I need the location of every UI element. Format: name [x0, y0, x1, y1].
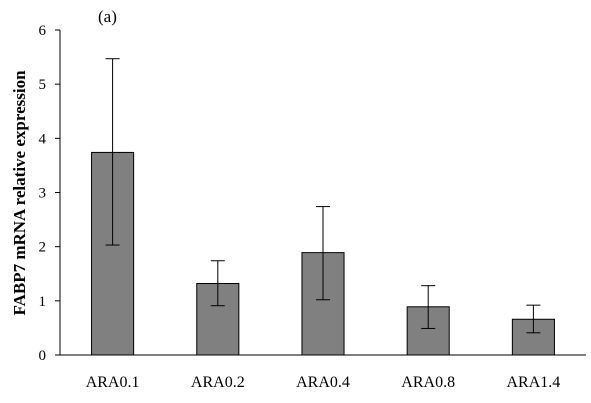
x-tick-label: ARA0.1	[86, 374, 140, 391]
y-tick-label: 3	[39, 186, 47, 202]
y-tick-label: 0	[39, 348, 47, 364]
y-tick-label: 6	[39, 23, 47, 39]
y-tick-label: 4	[39, 131, 47, 147]
y-axis-title: FABP7 mRNA relative expression	[10, 70, 29, 316]
y-tick-label: 1	[39, 294, 47, 310]
x-tick-label: ARA0.2	[191, 374, 245, 391]
y-axis-ticks: 0 1 2 3 4 5 6	[39, 23, 60, 364]
x-tick-label: ARA1.4	[507, 374, 561, 391]
x-tick-label: ARA0.8	[401, 374, 455, 391]
y-tick-label: 5	[39, 77, 47, 93]
x-tick-label: ARA0.4	[296, 374, 350, 391]
x-axis-labels: ARA0.1 ARA0.2 ARA0.4 ARA0.8 ARA1.4	[86, 374, 561, 391]
y-tick-label: 2	[39, 240, 47, 256]
panel-label: (a)	[98, 7, 117, 26]
error-bars	[105, 58, 541, 334]
